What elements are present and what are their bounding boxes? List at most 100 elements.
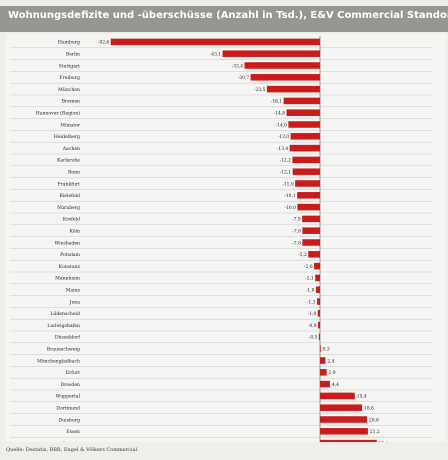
category-label: Potsdam [60,252,81,258]
bar [320,428,368,435]
bar [315,274,320,282]
category-label: Duisburg [58,417,80,423]
bar-chart: Hamburg -92,6 Berlin -43,1 Stuttgart -33,4 Fre… [10,36,434,460]
source-note: Quelle: Destatis, BBR, Engel & Völkers C… [6,447,138,453]
value-label: -10,0 [285,206,296,211]
bar [244,62,320,69]
category-label: Leipzig [63,441,80,442]
value-label: 20,8 [369,418,379,423]
bar [317,310,320,317]
value-label: -1,0 [308,312,317,317]
category-label: München [58,87,80,93]
value-label: -7,8 [292,230,301,235]
bar [297,203,320,211]
bar [286,109,320,116]
category-label: Konstanz [59,264,81,270]
bar [315,286,320,293]
category-label: Mainz [66,288,81,294]
category-label: Bielefeld [59,193,80,199]
category-label: Nürnberg [57,205,80,211]
value-label: -0,9 [308,324,317,329]
bar [317,321,320,329]
bar [320,404,363,411]
bar [266,85,320,93]
category-label: Dortmund [56,406,80,412]
bar [320,380,330,388]
value-label: 4,4 [332,383,339,388]
category-label: Jena [69,299,81,305]
category-label: Münster [60,122,81,128]
value-label: -7,8 [292,241,301,246]
bar [295,180,320,187]
bar [289,144,320,152]
bar [292,168,320,175]
bar [297,192,320,199]
bar [314,262,320,270]
category-label: Lüdenscheid [50,311,80,317]
category-label: Ludwigshafen [47,323,80,329]
category-label: Dresden [60,382,80,388]
category-label: Karlsruhe [57,158,80,164]
value-label: -0,5 [309,336,318,341]
category-label: Hannover (Region) [36,110,81,117]
title-bar: Wohnungsdefizite und -überschüsse (Anzah… [0,6,448,32]
bar [110,38,320,46]
value-label: 18,6 [364,407,374,412]
chart-title: Wohnungsdefizite und -überschüsse (Anzah… [8,10,448,21]
category-label: Braunschweig [47,347,80,353]
bar [318,333,320,341]
value-label: 2,9 [329,371,336,376]
category-label: Bremen [62,99,80,105]
value-label: -2,6 [304,265,313,270]
plot-area: Hamburg -92,6 Berlin -43,1 Stuttgart -33,4 Fre… [6,34,446,460]
category-label: Aachen [62,146,80,152]
value-label: -11,0 [282,182,293,187]
value-label: -10,1 [284,194,295,199]
value-label: 15,4 [357,395,367,400]
category-label: Heidelberg [54,134,80,140]
category-label: Essen [66,429,80,435]
bar [250,74,320,81]
category-label: Stuttgart [59,63,81,69]
category-label: Berlin [66,52,80,58]
category-label: Köln [69,229,80,235]
bar [320,357,326,364]
bar [222,50,320,57]
value-label: -14,8 [274,112,285,117]
value-label: -92,6 [98,41,109,46]
category-label: Hamburg [58,40,80,46]
category-label: Freiburg [59,75,80,81]
bar [320,369,327,376]
bar [302,227,320,234]
value-label: -33,4 [232,64,243,69]
value-label: -2,1 [305,277,314,282]
value-label: -7,9 [292,218,301,223]
value-label: 21,2 [370,430,380,435]
category-label: Mönchengladbach [37,358,80,364]
value-label: 0,3 [323,348,330,353]
value-label: -23,5 [254,88,265,93]
bar [302,239,320,246]
value-label: 2,4 [327,359,334,364]
value-label: -13,0 [278,135,289,140]
bar [290,133,320,140]
category-label: Frankfurt [57,181,80,187]
value-label: -1,3 [307,300,316,305]
category-label: Mannheim [55,276,81,282]
bar [283,97,320,105]
value-label: -30,7 [238,76,249,81]
category-label: Bonn [68,170,80,176]
bar [292,156,320,164]
bar [288,121,320,128]
bar [308,251,320,258]
bar [320,345,321,352]
value-label: -13,4 [277,147,288,152]
value-label: -14,0 [276,123,287,128]
category-label: Wuppertal [56,394,81,400]
category-label: Erfurt [66,370,80,376]
bar [317,298,320,305]
category-label: Krefeld [63,217,80,223]
value-label: -5,2 [298,253,307,258]
category-label: Wiesbaden [55,240,81,246]
